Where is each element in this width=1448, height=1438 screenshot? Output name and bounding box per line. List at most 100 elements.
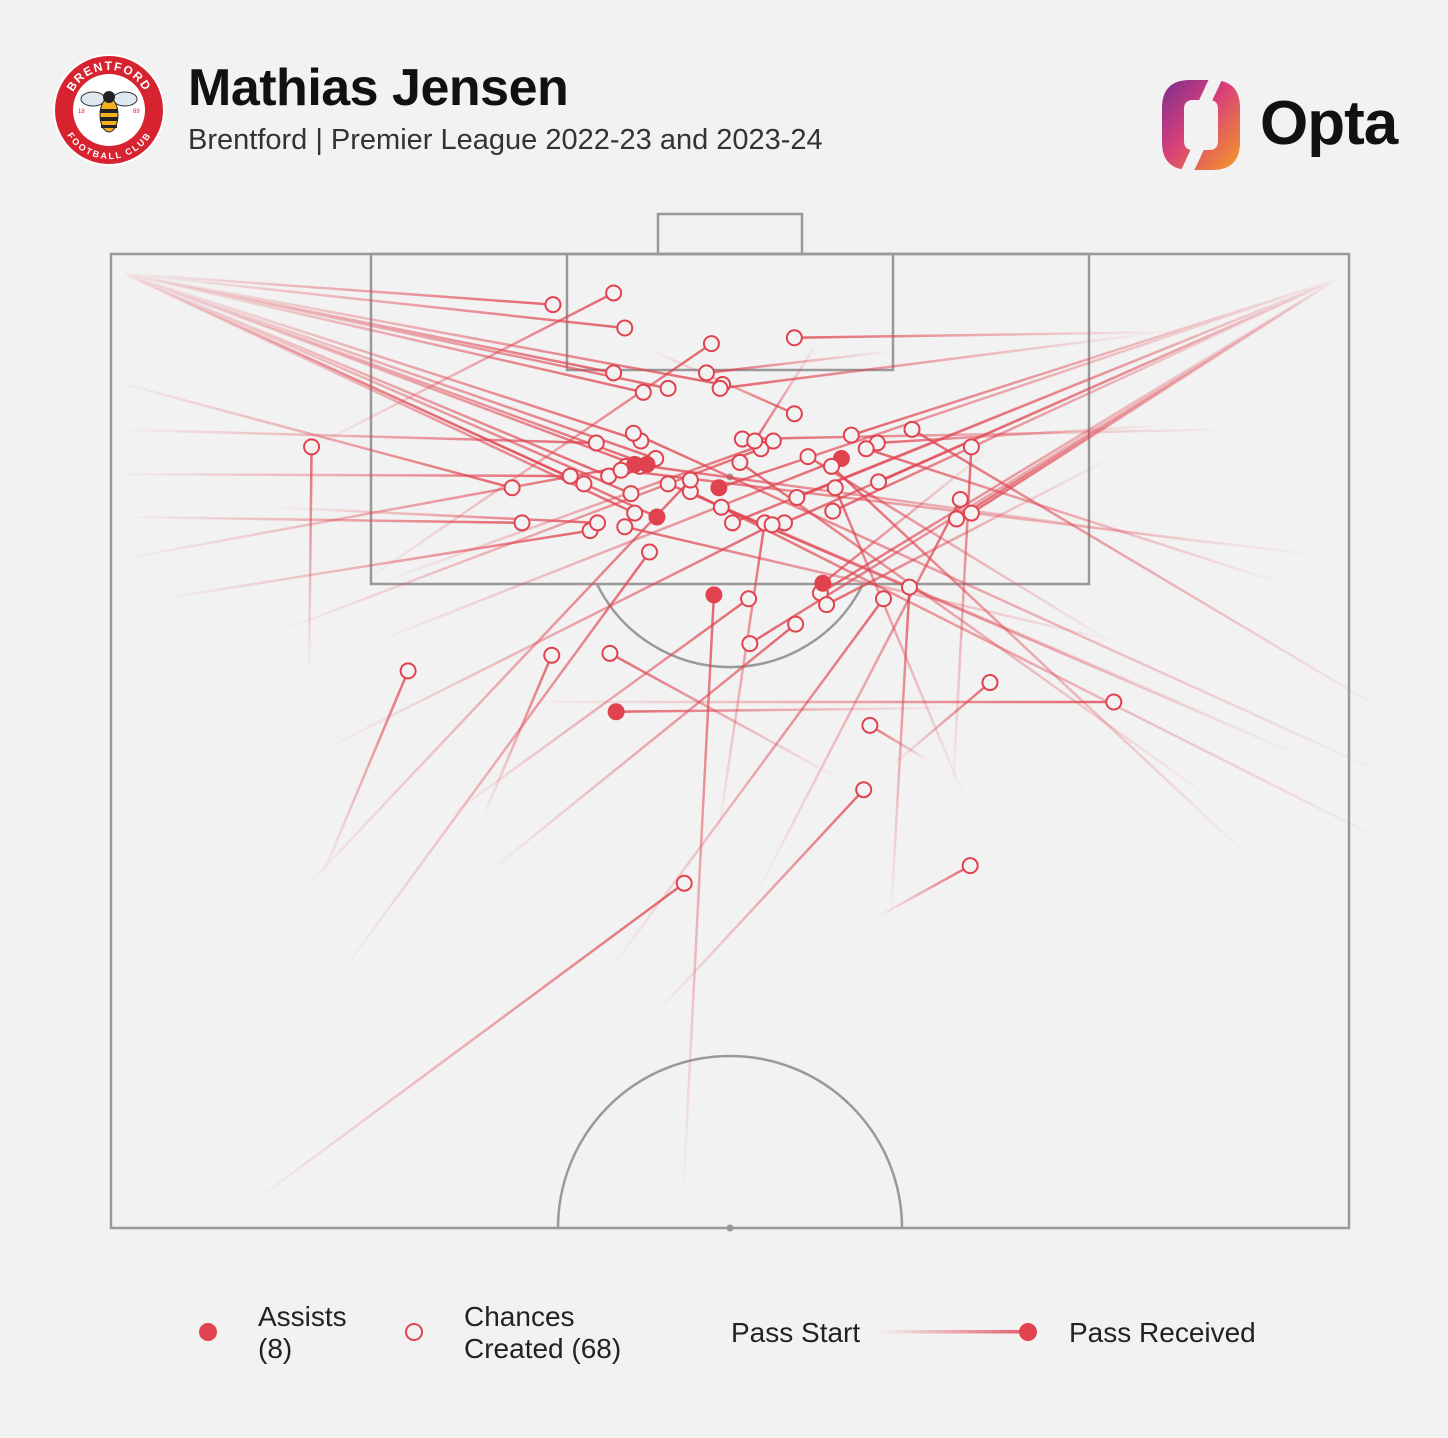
chance-created-marker <box>763 516 781 534</box>
pass-line <box>609 652 843 782</box>
chance-created-marker <box>702 335 720 353</box>
chance-created-marker <box>712 498 730 516</box>
centre-circle <box>556 1054 904 1229</box>
pass-line <box>624 525 1127 645</box>
legend <box>199 1323 1037 1341</box>
pass-line <box>605 598 885 976</box>
assist-marker <box>638 455 656 473</box>
chance-created-marker <box>824 502 842 520</box>
chance-created-marker <box>697 364 715 382</box>
pass-line <box>122 272 642 443</box>
chance-created-marker <box>842 426 860 444</box>
pass-line <box>783 278 1338 524</box>
chance-created-marker <box>303 438 321 456</box>
chance-created-marker <box>575 475 593 493</box>
chance-created-marker <box>855 781 873 799</box>
opta-logo-icon <box>1162 76 1240 174</box>
pass-line <box>720 506 1313 762</box>
pass-line <box>951 446 973 790</box>
chance-created-marker <box>875 590 893 608</box>
crest-year-left: 18 <box>78 109 85 115</box>
pass-line <box>632 432 1400 782</box>
chance-created-marker <box>399 662 417 680</box>
brentford-crest-logo: BRENTFORD FOOTBALL CLUB 18 89 <box>53 54 165 166</box>
pass-line <box>160 529 591 601</box>
pass-line <box>681 594 716 1199</box>
pitch-outline <box>109 252 1351 1230</box>
pass-line <box>123 272 625 330</box>
pass-line <box>749 278 1338 645</box>
pass-line <box>654 788 865 1015</box>
pass-line <box>481 623 797 879</box>
chance-created-marker <box>681 471 699 489</box>
chance-created-marker <box>981 674 999 692</box>
chance-created-marker <box>740 590 758 608</box>
assist-marker <box>626 455 644 473</box>
chance-created-marker <box>544 296 562 314</box>
pass-line <box>295 479 692 898</box>
centre-spot <box>726 1224 734 1232</box>
pass-line <box>832 278 1338 513</box>
crest-year-right: 89 <box>133 109 140 115</box>
pass-line <box>382 439 774 583</box>
chance-created-marker <box>622 485 640 503</box>
chance-created-marker <box>901 578 919 596</box>
pass-line <box>246 882 685 1208</box>
pass-line <box>911 428 1387 713</box>
pass-line <box>739 461 1214 801</box>
pass-line <box>794 330 1176 340</box>
pass-line <box>830 465 1251 859</box>
pass-line <box>320 670 410 878</box>
chance-created-marker <box>861 716 879 734</box>
pass-line <box>616 706 953 714</box>
pass-line <box>825 455 1115 606</box>
chance-created-marker <box>961 857 979 875</box>
legend-chances-label: Chances Created (68) <box>464 1301 622 1364</box>
pass-line <box>807 455 1115 645</box>
chance-created-marker <box>731 453 749 471</box>
pass-line <box>308 291 615 450</box>
assist-marker <box>648 508 666 526</box>
pass-line <box>123 272 669 390</box>
pass-line <box>123 272 723 386</box>
chance-created-marker <box>616 518 634 536</box>
chance-created-marker <box>787 615 805 633</box>
pass-line <box>834 487 967 800</box>
pass-line <box>123 272 554 306</box>
pass-line <box>357 342 713 587</box>
pass-line <box>122 272 636 515</box>
pass-line <box>110 428 597 445</box>
legend-pass-start-label: Pass Start <box>731 1317 861 1348</box>
pass-line <box>716 522 766 839</box>
penalty-area <box>369 252 1091 586</box>
chance-created-marker <box>948 510 966 528</box>
assist-marker <box>710 479 728 497</box>
chance-created-marker <box>616 319 634 337</box>
chance-created-marker <box>605 364 623 382</box>
assist-marker <box>607 703 625 721</box>
pass-line <box>706 350 892 375</box>
chance-created-marker <box>818 596 836 614</box>
pass-lines <box>110 272 1400 1208</box>
chance-created-marker <box>962 438 980 456</box>
chance-created-marker <box>675 874 693 892</box>
pass-line <box>307 446 313 671</box>
pass-line <box>865 447 1288 587</box>
pass-line <box>370 457 842 645</box>
chance-created-marker <box>857 440 875 458</box>
chance-created-marker <box>785 329 803 347</box>
chance-created-marker <box>503 479 521 497</box>
chance-created-marker <box>951 490 969 508</box>
pass-line <box>732 278 1338 524</box>
chance-created-marker <box>764 432 782 450</box>
pass-line <box>890 681 991 768</box>
chance-created-marker <box>634 383 652 401</box>
subtitle: Brentford | Premier League 2022-23 and 2… <box>188 124 823 156</box>
pass-line <box>122 272 648 466</box>
pass-line <box>718 278 1338 489</box>
pass-markers <box>303 284 1123 892</box>
chance-created-marker <box>823 457 841 475</box>
pass-line <box>753 498 962 898</box>
chance-created-marker <box>612 461 630 479</box>
